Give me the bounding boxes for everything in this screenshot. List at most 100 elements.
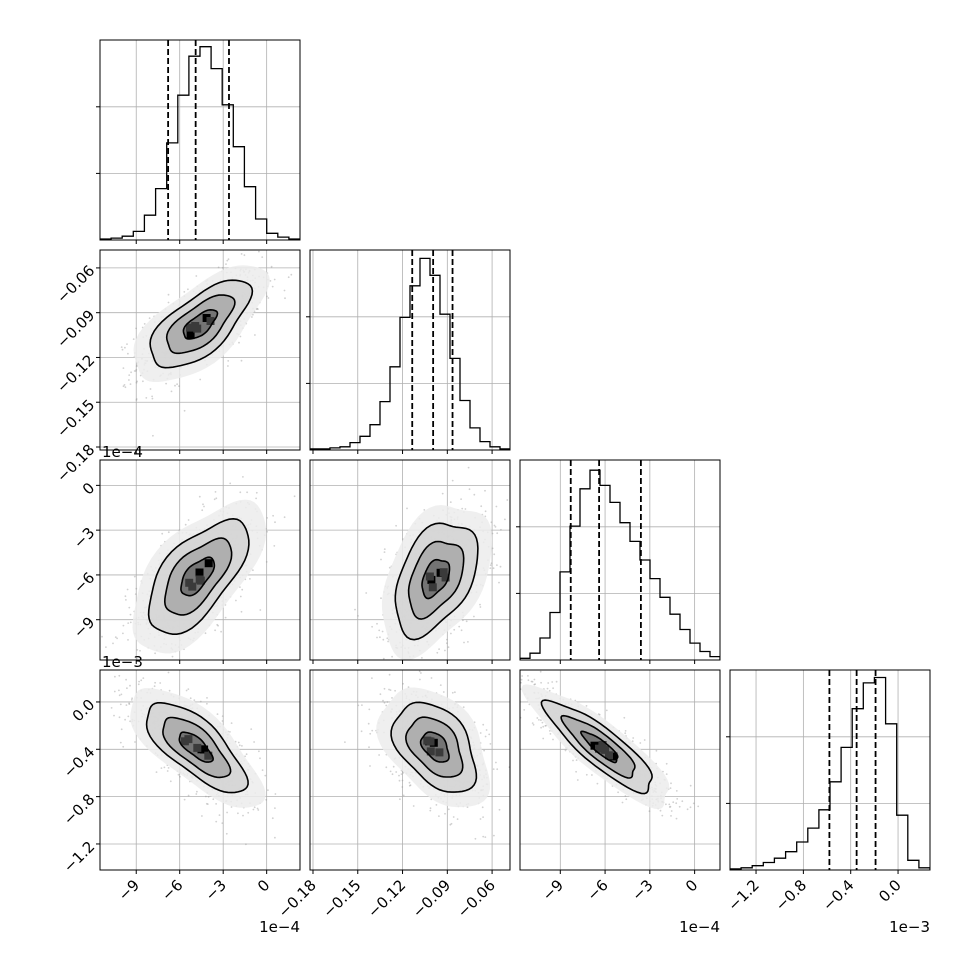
scatter-point (113, 690, 116, 693)
scatter-point (226, 811, 229, 814)
scatter-point (525, 456, 527, 458)
scatter-point (242, 476, 244, 478)
density-cell (185, 578, 194, 587)
panel-2-2 (516, 459, 721, 661)
scatter-point (482, 723, 485, 726)
scatter-point (221, 266, 224, 269)
scatter-point (187, 288, 189, 291)
scatter-point (283, 516, 286, 519)
scatter-point (245, 843, 247, 846)
scatter-point (122, 632, 124, 635)
scatter-point (441, 492, 444, 495)
scatter-point (399, 798, 401, 801)
scatter-point (632, 737, 635, 739)
panel-frame (309, 459, 511, 661)
scatter-point (160, 767, 163, 769)
scatter-point (167, 301, 170, 304)
contour-line (407, 540, 465, 620)
scatter-point (454, 691, 456, 694)
scatter-point (436, 651, 439, 654)
scatter-point (179, 775, 181, 778)
scatter-point (418, 670, 421, 673)
scatter-point (259, 609, 262, 611)
scatter-point (220, 630, 223, 633)
scatter-point (406, 507, 408, 510)
scatter-point (479, 606, 482, 608)
scatter-point (407, 686, 410, 688)
scatter-point (449, 823, 452, 826)
panel-frame (309, 669, 511, 871)
scatter-point (198, 495, 201, 498)
scatter-point (122, 745, 125, 748)
scatter-point (456, 818, 459, 820)
scatter-point (423, 509, 426, 511)
panel-3-1 (309, 669, 511, 871)
scatter-point (492, 768, 495, 770)
panel-0-0 (96, 39, 301, 241)
scatter-point (465, 620, 468, 623)
scatter-point (154, 681, 157, 684)
scatter-point (218, 814, 221, 816)
scatter-point (371, 677, 373, 679)
scatter-point (257, 809, 260, 811)
scatter-point (249, 226, 251, 228)
scatter-point (378, 754, 380, 756)
scatter-point (127, 639, 129, 641)
scatter-point (167, 671, 170, 674)
scatter-point (359, 674, 361, 676)
scatter-point (120, 346, 123, 348)
scatter-point (235, 599, 237, 602)
scatter-point (479, 603, 481, 606)
scatter-point (368, 746, 370, 749)
panel-plot-area (100, 670, 300, 870)
scatter-point (489, 567, 492, 569)
scatter-point (224, 616, 227, 619)
scatter-point (412, 805, 415, 807)
density-cell (426, 747, 435, 756)
scatter-point (122, 624, 125, 627)
scatter-point (368, 708, 371, 711)
panel-plot-area (310, 456, 527, 676)
scatter-point (572, 759, 574, 762)
scatter-point (493, 834, 495, 837)
scatter-point (124, 595, 127, 598)
scatter-point (124, 346, 126, 349)
scatter-point (380, 558, 382, 561)
scatter-point (269, 280, 272, 282)
scatter-point (137, 683, 140, 686)
scatter-point (452, 816, 455, 818)
scatter-point (450, 822, 453, 825)
density-cell (206, 317, 215, 325)
scatter-point (155, 771, 158, 773)
scatter-point (449, 501, 452, 503)
scatter-point (217, 624, 220, 627)
scatter-point (387, 640, 389, 643)
scatter-point (460, 498, 462, 500)
scatter-point (135, 327, 138, 330)
scatter-point (138, 680, 141, 683)
scatter-point (534, 683, 536, 686)
scatter-point (195, 275, 198, 277)
scatter-point (221, 715, 224, 717)
scatter-point (140, 657, 143, 659)
scatter-point (142, 677, 145, 679)
scatter-point (504, 518, 506, 521)
scatter-point (112, 642, 114, 645)
scatter-point (398, 779, 401, 782)
scatter-point (134, 683, 136, 685)
scatter-point (585, 773, 588, 776)
scatter-point (498, 808, 501, 811)
scatter-point (365, 592, 368, 594)
scatter-point (254, 334, 256, 336)
scatter-point (169, 780, 172, 783)
scatter-point (118, 716, 121, 719)
scatter-point (463, 641, 465, 644)
scatter-point (127, 379, 130, 381)
scatter-point (564, 749, 567, 752)
scatter-point (419, 678, 421, 681)
scatter-point (474, 837, 477, 840)
density-cell (425, 572, 434, 581)
scatter-point (490, 521, 493, 524)
scatter-point (494, 526, 497, 528)
scatter-point (125, 678, 127, 681)
